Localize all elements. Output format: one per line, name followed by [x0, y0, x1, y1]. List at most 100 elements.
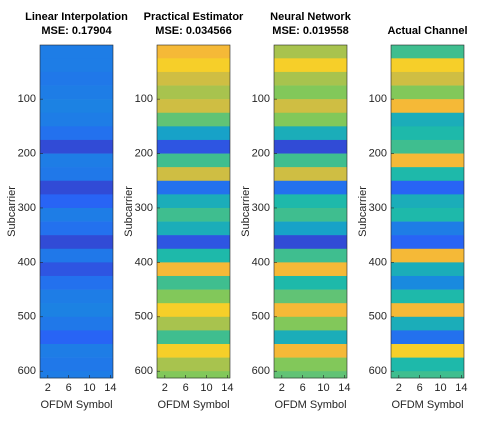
- y-tick-label: 400: [18, 256, 36, 268]
- x-tick-label: 6: [66, 382, 72, 394]
- y-tick-label: 100: [252, 93, 270, 105]
- heat-band: [391, 194, 464, 209]
- heat-band: [391, 221, 464, 236]
- heat-band: [274, 303, 347, 318]
- x-tick-label: 2: [162, 382, 168, 394]
- heat-band: [391, 112, 464, 127]
- y-tick-label: 300: [369, 202, 387, 214]
- heat-band: [157, 71, 230, 86]
- y-tick-label: 300: [135, 202, 153, 214]
- heat-band: [40, 357, 113, 372]
- heat-band: [274, 139, 347, 154]
- axes-box: [390, 44, 465, 379]
- chart-subtitle: MSE: 0.019558: [272, 25, 348, 37]
- heat-band: [274, 85, 347, 100]
- heat-band: [391, 99, 464, 114]
- chart-title: Neural Network: [270, 11, 352, 23]
- heat-band: [40, 167, 113, 182]
- x-axis-label: OFDM Symbol: [274, 399, 346, 411]
- heat-band: [274, 180, 347, 195]
- heat-band: [157, 248, 230, 263]
- heat-band: [391, 248, 464, 263]
- y-tick-label: 400: [252, 256, 270, 268]
- heat-band: [391, 207, 464, 222]
- x-tick-label: 10: [434, 382, 446, 394]
- heat-band: [40, 316, 113, 331]
- heat-band: [274, 262, 347, 277]
- x-axis-label: OFDM Symbol: [391, 399, 463, 411]
- y-tick-label: 500: [369, 311, 387, 323]
- x-axis-label: OFDM Symbol: [40, 399, 112, 411]
- heat-band: [391, 262, 464, 277]
- chart-title: Linear Interpolation: [25, 11, 128, 23]
- heat-band: [391, 58, 464, 73]
- heat-band: [391, 303, 464, 318]
- heat-band: [391, 45, 464, 59]
- heat-band: [274, 71, 347, 86]
- heat-band: [391, 316, 464, 331]
- y-tick-label: 200: [135, 147, 153, 159]
- heat-band: [157, 58, 230, 73]
- x-tick-label: 2: [279, 382, 285, 394]
- heat-band: [157, 262, 230, 277]
- y-tick-label: 500: [18, 311, 36, 323]
- y-tick-label: 500: [135, 311, 153, 323]
- y-tick-label: 200: [18, 147, 36, 159]
- heat-band: [40, 262, 113, 277]
- heat-band: [391, 289, 464, 304]
- y-tick-label: 600: [252, 365, 270, 377]
- heat-band: [40, 85, 113, 100]
- y-tick-label: 300: [18, 202, 36, 214]
- heat-band: [157, 330, 230, 345]
- x-tick-label: 10: [317, 382, 329, 394]
- x-tick-label: 10: [83, 382, 95, 394]
- heat-band: [274, 357, 347, 372]
- heat-band: [274, 126, 347, 141]
- y-tick-label: 100: [369, 93, 387, 105]
- heat-band: [40, 153, 113, 168]
- y-axis-label: Subcarrier: [123, 186, 135, 237]
- heat-band: [40, 371, 113, 379]
- heat-band: [157, 289, 230, 304]
- heat-band: [274, 58, 347, 73]
- x-tick-label: 6: [417, 382, 423, 394]
- heat-band: [40, 235, 113, 250]
- chart-subtitle: MSE: 0.17904: [41, 25, 112, 37]
- heat-band: [391, 71, 464, 86]
- heat-band: [391, 330, 464, 345]
- heat-band: [40, 275, 113, 290]
- heat-band: [157, 207, 230, 222]
- heat-band: [157, 275, 230, 290]
- heat-band: [274, 275, 347, 290]
- heat-band: [157, 112, 230, 127]
- y-tick-label: 600: [135, 365, 153, 377]
- heat-band: [274, 153, 347, 168]
- x-tick-label: 6: [183, 382, 189, 394]
- y-tick-label: 300: [252, 202, 270, 214]
- heat-band: [274, 45, 347, 59]
- heat-band: [157, 139, 230, 154]
- heat-band: [391, 343, 464, 358]
- x-tick-label: 14: [221, 382, 233, 394]
- y-tick-label: 600: [18, 365, 36, 377]
- heat-band: [274, 207, 347, 222]
- y-axis-label: Subcarrier: [357, 186, 369, 237]
- x-tick-label: 14: [338, 382, 350, 394]
- heat-band: [40, 303, 113, 318]
- heat-band: [40, 248, 113, 263]
- x-tick-label: 10: [200, 382, 212, 394]
- heat-band: [157, 235, 230, 250]
- heat-band: [274, 343, 347, 358]
- heat-band: [391, 275, 464, 290]
- y-axis-label: Subcarrier: [6, 186, 18, 237]
- heat-band: [274, 99, 347, 114]
- heat-band: [391, 235, 464, 250]
- heat-band: [40, 139, 113, 154]
- heat-band: [157, 85, 230, 100]
- axes-box: [156, 44, 231, 379]
- axes-box: [39, 44, 114, 379]
- heat-band: [40, 180, 113, 195]
- heat-band: [157, 126, 230, 141]
- y-axis-label: Subcarrier: [240, 186, 252, 237]
- y-tick-label: 500: [252, 311, 270, 323]
